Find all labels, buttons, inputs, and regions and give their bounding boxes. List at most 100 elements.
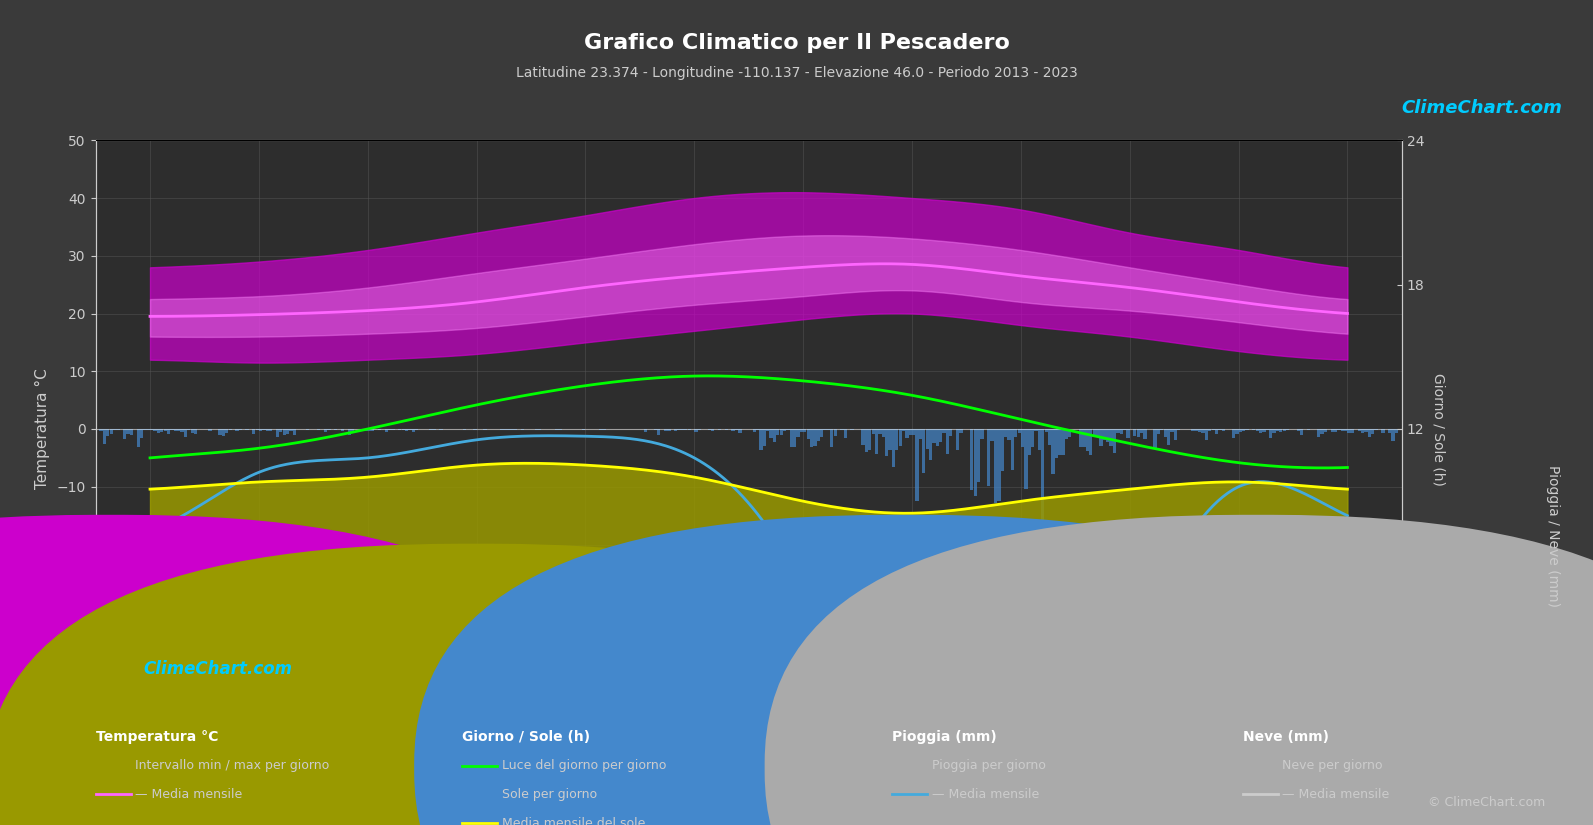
Bar <box>209 429 212 431</box>
Bar <box>1157 429 1160 434</box>
Bar <box>218 429 221 436</box>
Bar <box>757 429 760 430</box>
Bar <box>123 429 126 439</box>
Bar <box>405 429 408 431</box>
Bar <box>725 429 728 431</box>
Bar <box>994 429 997 502</box>
Bar <box>929 429 932 460</box>
Bar <box>773 429 776 442</box>
Bar <box>913 429 916 435</box>
Bar <box>1174 429 1177 440</box>
Bar <box>1061 429 1064 455</box>
Bar <box>766 429 769 431</box>
Bar <box>946 429 949 455</box>
Bar <box>1391 429 1394 441</box>
Text: Pioggia / Neve (mm): Pioggia / Neve (mm) <box>1547 465 1560 607</box>
Bar <box>889 429 892 450</box>
Text: Grafico Climatico per Il Pescadero: Grafico Climatico per Il Pescadero <box>583 33 1010 53</box>
Bar <box>1114 429 1117 453</box>
Bar <box>667 429 671 431</box>
Bar <box>260 429 263 431</box>
Bar <box>790 429 793 447</box>
Bar <box>1048 429 1051 445</box>
Text: Pioggia per giorno: Pioggia per giorno <box>932 759 1045 772</box>
Bar <box>167 429 170 434</box>
Bar <box>932 429 935 443</box>
Bar <box>1090 429 1093 455</box>
Bar <box>658 429 661 435</box>
Bar <box>1333 429 1337 431</box>
Bar <box>1297 429 1300 431</box>
Bar <box>916 429 919 501</box>
Bar <box>1276 429 1279 431</box>
Text: Pioggia (mm): Pioggia (mm) <box>892 730 997 744</box>
Bar <box>1201 429 1204 433</box>
Bar <box>695 429 698 431</box>
Bar <box>104 429 107 444</box>
Bar <box>290 429 293 431</box>
Bar <box>1051 429 1055 474</box>
Bar <box>935 429 938 446</box>
Bar <box>1109 429 1114 446</box>
Text: Giorno / Sole (h): Giorno / Sole (h) <box>462 730 589 744</box>
Bar <box>991 429 994 441</box>
Bar <box>341 429 344 431</box>
Bar <box>293 429 296 435</box>
Bar <box>140 429 143 438</box>
Bar <box>1357 429 1360 431</box>
Bar <box>814 429 817 446</box>
Bar <box>1018 429 1021 433</box>
Bar <box>1168 429 1171 445</box>
Bar <box>1192 429 1195 431</box>
Bar <box>279 429 282 432</box>
Bar <box>833 429 836 436</box>
Bar <box>796 429 800 437</box>
Bar <box>99 429 102 431</box>
Bar <box>1255 429 1258 431</box>
Bar <box>323 429 327 431</box>
Bar <box>1120 429 1123 434</box>
Bar <box>779 429 782 435</box>
Bar <box>116 429 119 430</box>
Bar <box>1317 429 1321 437</box>
Bar <box>1086 429 1090 450</box>
Bar <box>1266 429 1270 430</box>
Bar <box>908 429 911 435</box>
Bar <box>881 429 884 436</box>
Bar <box>1007 429 1010 440</box>
Bar <box>1123 429 1126 430</box>
Bar <box>389 429 392 431</box>
Bar <box>252 429 255 434</box>
Bar <box>926 429 929 449</box>
Bar <box>988 429 991 486</box>
Bar <box>959 429 962 433</box>
Bar <box>521 429 524 430</box>
Bar <box>147 429 150 430</box>
Bar <box>1106 429 1109 442</box>
Bar <box>225 429 228 432</box>
Bar <box>803 429 806 432</box>
Bar <box>473 429 476 431</box>
Bar <box>384 429 389 431</box>
Bar <box>943 429 946 433</box>
Bar <box>1231 429 1235 439</box>
Bar <box>1126 429 1129 438</box>
Bar <box>239 429 242 431</box>
Bar <box>245 429 249 431</box>
Text: Latitudine 23.374 - Longitudine -110.137 - Elevazione 46.0 - Periodo 2013 - 2023: Latitudine 23.374 - Longitudine -110.137… <box>516 66 1077 80</box>
Bar <box>1204 429 1207 440</box>
Bar <box>1102 429 1106 441</box>
Bar <box>1273 429 1276 433</box>
Bar <box>1160 429 1163 431</box>
Bar <box>306 429 309 430</box>
Bar <box>1055 429 1058 458</box>
Bar <box>1270 429 1273 438</box>
Bar <box>1258 429 1262 432</box>
Bar <box>1239 429 1243 432</box>
Bar <box>644 429 647 432</box>
Bar <box>731 429 734 431</box>
Bar <box>1235 429 1238 434</box>
Bar <box>875 429 878 454</box>
Bar <box>1348 429 1351 433</box>
Bar <box>878 429 881 435</box>
